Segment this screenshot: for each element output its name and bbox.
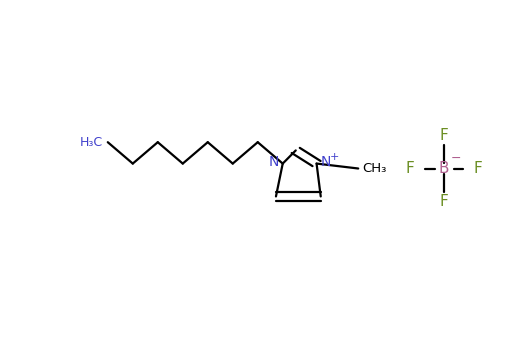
Text: +: + <box>330 152 340 162</box>
Text: H₃C: H₃C <box>79 136 103 149</box>
Text: F: F <box>473 161 482 176</box>
Text: B: B <box>439 161 449 176</box>
Text: N: N <box>321 155 331 169</box>
Text: CH₃: CH₃ <box>362 162 387 175</box>
Text: F: F <box>440 128 449 143</box>
Text: F: F <box>406 161 415 176</box>
Text: F: F <box>440 194 449 209</box>
Text: N: N <box>268 155 279 169</box>
Text: −: − <box>450 152 461 165</box>
